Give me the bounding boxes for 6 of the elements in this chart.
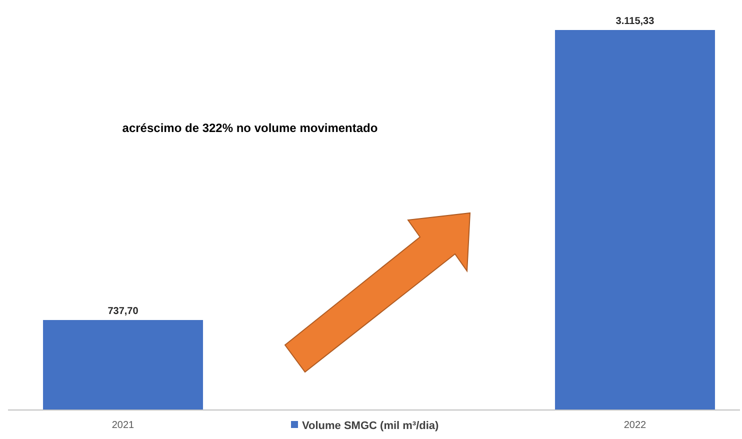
x-tick-label: 2022 [624, 420, 647, 431]
x-tick-label: 2021 [112, 420, 135, 431]
legend-label: Volume SMGC (mil m³/dia) [302, 420, 440, 432]
data-label: 737,70 [108, 306, 139, 318]
data-label: 3.115,33 [616, 16, 655, 27]
annotation: acréscimo de 322% no volume movimentado [122, 121, 378, 135]
